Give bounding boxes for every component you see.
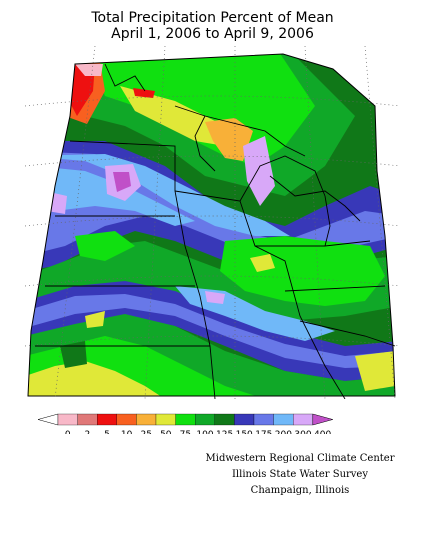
- legend-arrow-high: [312, 413, 334, 426]
- legend-label: 300: [294, 430, 311, 434]
- legend-label: 50: [160, 430, 172, 434]
- legend-label: 2: [85, 430, 91, 434]
- legend-swatch: [155, 413, 176, 426]
- legend-swatch: [77, 413, 98, 426]
- legend-arrow-low: [37, 413, 59, 426]
- legend-label: 200: [275, 430, 292, 434]
- map-title: Total Precipitation Percent of Mean: [91, 10, 334, 26]
- state-boundaries: [35, 63, 396, 399]
- precip-field: [28, 54, 395, 396]
- legend-swatch: [293, 413, 313, 426]
- legend-label: 125: [216, 430, 233, 434]
- legend-swatch: [97, 413, 117, 426]
- credit-line-3: Champaign, Illinois: [250, 485, 350, 496]
- legend-label: 175: [255, 430, 272, 434]
- legend-label: 0: [65, 430, 71, 434]
- legend-swatch: [253, 413, 274, 426]
- legend-label: 10: [121, 430, 133, 434]
- legend-label: 25: [140, 430, 151, 434]
- legend-swatch: [57, 413, 78, 426]
- credit-line-1: Midwestern Regional Climate Center: [205, 453, 395, 464]
- legend-swatch: [273, 413, 294, 426]
- legend-swatch: [136, 413, 157, 426]
- legend-swatch: [175, 413, 196, 426]
- legend-swatch: [116, 413, 137, 426]
- precipitation-map: [25, 46, 400, 399]
- graticule: [25, 46, 400, 399]
- color-legend: 02510255075100125150175200300400: [37, 413, 334, 434]
- legend-swatch: [214, 413, 235, 426]
- legend-label: 100: [196, 430, 213, 434]
- map-date-range: April 1, 2006 to April 9, 2006: [111, 26, 314, 42]
- legend-swatch: [195, 413, 215, 426]
- legend-swatch: [234, 413, 255, 426]
- legend-label: 75: [180, 430, 191, 434]
- credit-line-2: Illinois State Water Survey: [231, 469, 368, 480]
- legend-label: 150: [236, 430, 253, 434]
- legend-label: 400: [314, 430, 331, 434]
- legend-label: 5: [104, 430, 110, 434]
